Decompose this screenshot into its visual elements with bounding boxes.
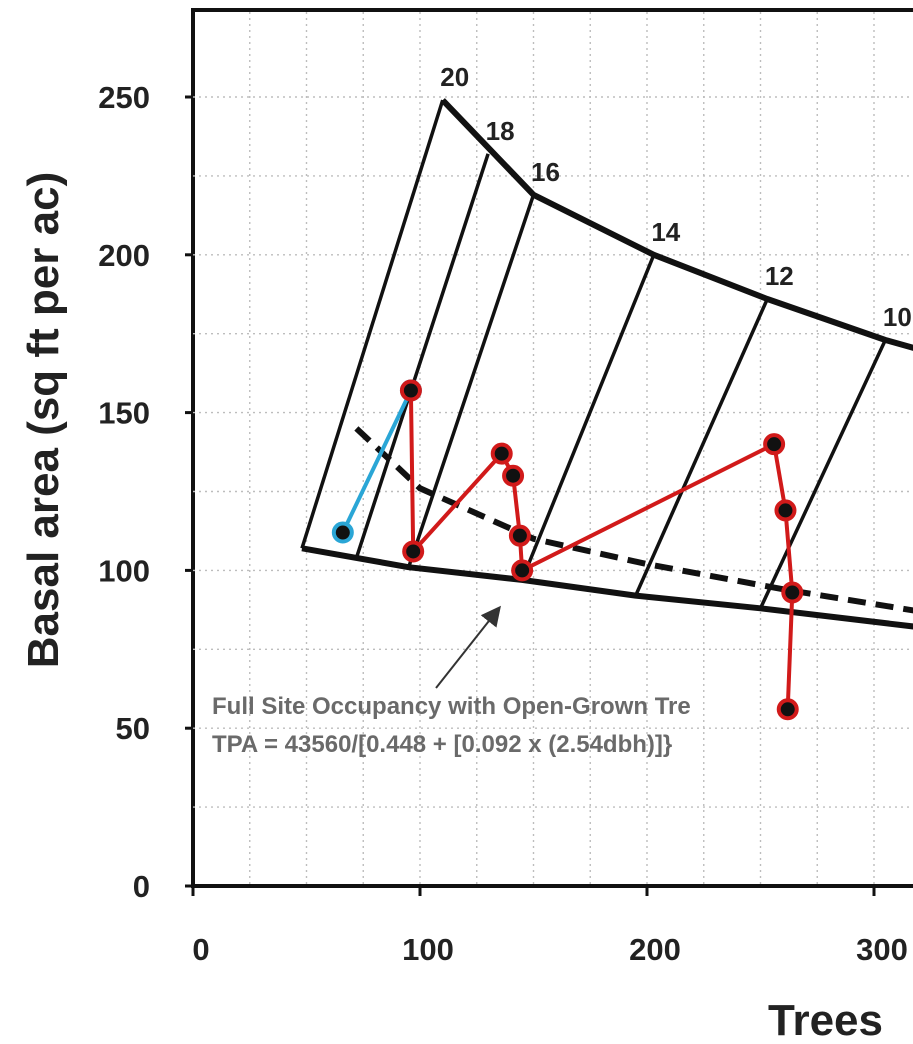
- dbh-line-10: [758, 339, 887, 610]
- red-series-point: [399, 379, 422, 402]
- y-tick-label: 200: [98, 238, 150, 273]
- annotation-line-1: Full Site Occupancy with Open-Grown Tre: [212, 693, 691, 720]
- red-series-point: [511, 559, 534, 582]
- dbh-line-14: [520, 254, 656, 581]
- x-tick-label: 0: [192, 932, 209, 967]
- dbh-label-20: 20: [440, 62, 469, 92]
- annotation-arrow: [435, 605, 501, 689]
- red-series-point: [776, 698, 799, 721]
- red-series-point: [774, 499, 797, 522]
- dbh-line-16: [406, 194, 536, 568]
- annotation-line-2: TPA = 43560/[0.448 + [0.092 x (2.54dbh)]…: [212, 731, 672, 758]
- red-series-point: [402, 540, 425, 563]
- y-tick-label: 0: [133, 869, 150, 904]
- red-series-point: [508, 524, 531, 547]
- red-series-point: [781, 581, 804, 604]
- y-axis-title: Basal area (sq ft per ac): [19, 172, 68, 668]
- y-tick-label: 250: [98, 80, 150, 115]
- x-tick-label: 200: [629, 932, 681, 967]
- x-axis-title: Trees: [768, 996, 883, 1044]
- x-tick-label: 100: [402, 932, 454, 967]
- upper-stocking-curve: [440, 98, 913, 351]
- red-series-point: [490, 442, 513, 465]
- dbh-line-18: [354, 153, 490, 559]
- dbh-labels: 20 18 16 14 12 10: [435, 62, 912, 689]
- dbh-line-20: [300, 99, 445, 549]
- y-tick-label: 50: [116, 711, 150, 746]
- plot-frame: [191, 8, 913, 888]
- dbh-label-10: 10: [883, 302, 912, 332]
- dbh-label-12: 12: [765, 261, 794, 291]
- dbh-line-12: [634, 298, 769, 597]
- x-tick-label: 300: [856, 932, 908, 967]
- dashed-stocking-line: [354, 426, 913, 614]
- lower-stocking-curve: [301, 545, 913, 630]
- blue-series-point: [331, 521, 354, 544]
- dbh-label-18: 18: [486, 116, 515, 146]
- red-series-line: [408, 390, 795, 710]
- y-tick-label: 150: [98, 396, 150, 431]
- axes: 0 50 100 150 200 250 0 100 200 300: [98, 80, 908, 967]
- red-series-point: [502, 464, 525, 487]
- dbh-label-14: 14: [651, 217, 680, 247]
- dbh-label-16: 16: [531, 157, 560, 187]
- y-tick-label: 100: [98, 553, 150, 588]
- red-series-point: [763, 433, 786, 456]
- grid: [193, 12, 913, 886]
- plot-area: [300, 98, 913, 721]
- blue-series-line: [340, 389, 413, 534]
